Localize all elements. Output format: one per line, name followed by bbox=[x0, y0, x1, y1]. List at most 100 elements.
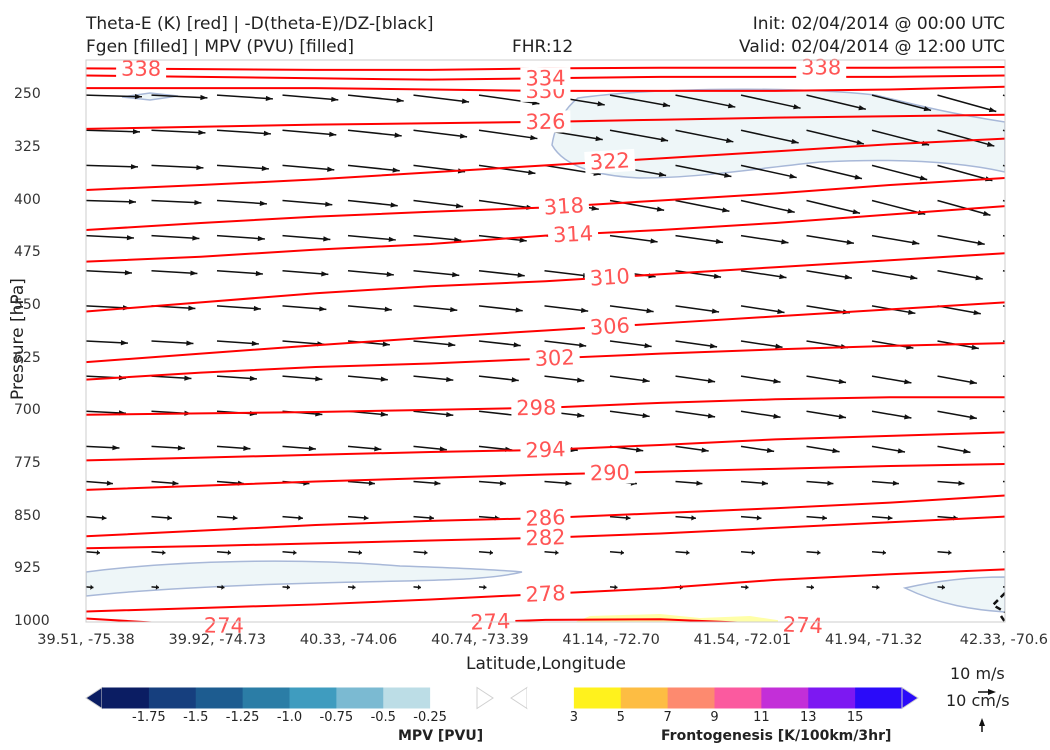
wind-vector bbox=[413, 94, 470, 103]
wind-vector bbox=[806, 270, 853, 279]
x-tick-label: 41.94, -71.32 bbox=[824, 632, 923, 648]
wind-vector-head bbox=[374, 446, 382, 452]
wind-vector-head bbox=[909, 274, 918, 280]
wind-vector bbox=[871, 94, 932, 112]
wind-vector bbox=[937, 94, 997, 113]
contour-label-mask bbox=[520, 505, 571, 531]
wind-vector-head bbox=[128, 199, 136, 205]
fgen-colorbar-tick: 7 bbox=[663, 710, 672, 725]
wind-vector-head bbox=[227, 550, 231, 556]
wind-vector-head bbox=[686, 550, 690, 556]
wind-vector bbox=[478, 129, 538, 140]
wind-vector-head bbox=[1024, 481, 1030, 486]
theta-e-label: 310 bbox=[589, 264, 630, 290]
wind-vector bbox=[347, 94, 404, 102]
wind-vector-head bbox=[1043, 241, 1050, 246]
wind-vector-head bbox=[642, 377, 650, 383]
fgen-colorbar-swatch bbox=[808, 687, 856, 709]
wind-vector bbox=[1002, 410, 1005, 413]
wind-vector-head bbox=[321, 271, 329, 277]
wind-vector bbox=[413, 305, 458, 312]
theta-e-label: 322 bbox=[589, 148, 630, 174]
wind-vector-head bbox=[576, 377, 585, 383]
wind-vector bbox=[1002, 515, 1005, 518]
wind-vector-head bbox=[325, 201, 333, 207]
wind-vector-head bbox=[511, 377, 519, 383]
wind-vector bbox=[282, 94, 339, 101]
wind-vector-head bbox=[977, 240, 985, 246]
y-tick-label: 550 bbox=[14, 296, 41, 313]
wind-vector-head bbox=[530, 135, 538, 141]
chart-title-line2: Fgen [filled] | MPV (PVU) [filled] bbox=[86, 37, 355, 57]
x-tick-label: 41.14, -72.70 bbox=[562, 632, 660, 648]
y-tick-label: 400 bbox=[14, 191, 41, 208]
wind-vector-head bbox=[528, 169, 536, 175]
wind-vector-head bbox=[810, 584, 814, 590]
wind-vector-head bbox=[386, 271, 394, 277]
theta-e-label: 274 bbox=[782, 612, 823, 638]
mpv-colorbar-max-extend bbox=[476, 686, 494, 710]
wind-vector-head bbox=[897, 448, 906, 454]
fgen-colorbar-swatch bbox=[667, 687, 715, 709]
wind-vector bbox=[347, 305, 392, 311]
fgen-colorbar-swatch bbox=[620, 687, 669, 709]
mpv-colorbar-tick: -1.75 bbox=[132, 710, 166, 725]
theta-e-isoline bbox=[86, 252, 1005, 313]
wind-vector-head bbox=[358, 550, 362, 556]
wind-vector-head bbox=[390, 202, 398, 208]
mpv-colorbar-swatch bbox=[336, 687, 384, 709]
wind-vector-head bbox=[644, 342, 652, 349]
fgen-colorbar-label: Frontogenesis [K/100km/3hr] bbox=[661, 728, 892, 744]
fgen-colorbar-max-extend bbox=[901, 686, 919, 710]
wind-vector-head bbox=[777, 308, 785, 314]
wind-vector bbox=[216, 94, 273, 100]
wind-vector-head bbox=[184, 375, 192, 381]
wind-vector-head bbox=[852, 209, 860, 215]
wind-vector-head bbox=[130, 164, 138, 170]
mpv-colorbar-swatch bbox=[195, 687, 244, 709]
wind-vector bbox=[151, 270, 198, 275]
wind-vector-head bbox=[186, 340, 194, 346]
wind-vector bbox=[347, 270, 394, 276]
wind-vector bbox=[151, 234, 200, 240]
wind-vector-head bbox=[775, 343, 783, 349]
wind-vector bbox=[609, 94, 671, 107]
wind-vector-head bbox=[352, 584, 356, 590]
mpv-colorbar-label: MPV [PVU] bbox=[398, 728, 484, 744]
wind-vector-head bbox=[329, 131, 337, 137]
wind-vector-head bbox=[707, 378, 716, 384]
wind-vector bbox=[937, 129, 995, 147]
x-tick-label: 41.54, -72.01 bbox=[693, 632, 792, 648]
wind-vector-head bbox=[243, 445, 251, 451]
theta-e-label: 314 bbox=[552, 221, 593, 247]
vector-key-arrowhead bbox=[979, 718, 985, 726]
theta-e-label: 334 bbox=[525, 66, 565, 90]
wind-vector bbox=[86, 270, 132, 274]
fgen-colorbar-tick: 11 bbox=[753, 710, 770, 725]
wind-vector bbox=[806, 164, 863, 180]
theta-e-isoline bbox=[86, 301, 1005, 364]
wind-vector-head bbox=[969, 414, 977, 420]
mpv-colorbar-swatch bbox=[102, 687, 150, 709]
wind-vector bbox=[413, 340, 456, 346]
wind-vector bbox=[806, 129, 865, 145]
wind-vector-head bbox=[319, 306, 327, 312]
mpv-colorbar-tick: -0.5 bbox=[370, 710, 396, 725]
wind-vector bbox=[806, 94, 867, 111]
wind-vector bbox=[1002, 340, 1005, 343]
mpv-colorbar-tick: -1.25 bbox=[225, 710, 260, 725]
fgen-colorbar-tick: 3 bbox=[569, 710, 579, 725]
wind-vector-head bbox=[986, 141, 995, 147]
wind-vector-head bbox=[958, 480, 965, 486]
wind-vector bbox=[544, 340, 587, 347]
wind-vector-head bbox=[177, 445, 185, 451]
wind-vector-head bbox=[691, 515, 696, 521]
wind-vector bbox=[413, 270, 460, 277]
wind-vector-head bbox=[253, 305, 261, 312]
wind-vector-head bbox=[591, 205, 599, 211]
theta-e-isoline bbox=[86, 617, 750, 622]
wind-vector-head bbox=[709, 343, 718, 349]
wind-vector-head bbox=[120, 340, 128, 346]
x-tick-label: 39.51, -75.38 bbox=[37, 632, 135, 648]
wind-vector bbox=[151, 94, 208, 99]
